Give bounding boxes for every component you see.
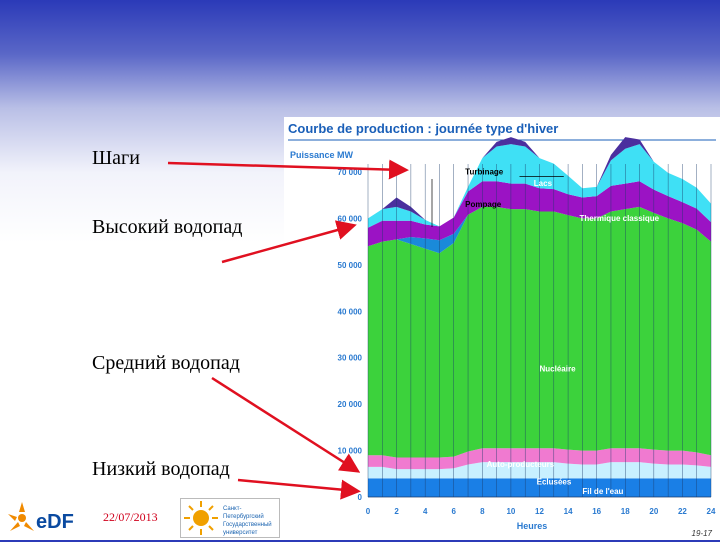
y-tick-label-1: 10 000 (338, 447, 363, 456)
y-tick-label-3: 30 000 (338, 354, 363, 363)
x-tick-label-9: 18 (621, 507, 630, 516)
partner-sun-icon (184, 501, 218, 535)
y-tick-label-7: 70 000 (338, 168, 363, 177)
partner-logo: Санкт-Петербургский Государственный унив… (180, 498, 280, 538)
edf-logo-text: eDF (36, 511, 74, 533)
x-tick-label-2: 4 (423, 507, 428, 516)
label-high-waterfall: Высокий водопад (92, 216, 243, 238)
y-axis-label: Puissance MW (290, 150, 354, 160)
x-tick-label-6: 12 (535, 507, 544, 516)
y-tick-label-4: 40 000 (338, 307, 363, 316)
x-tick-label-8: 16 (592, 507, 601, 516)
y-tick-label-0: 0 (358, 493, 363, 502)
production-chart: Courbe de production : journée type d'hi… (284, 117, 720, 540)
partner-logo-text: Санкт-Петербургский Государственный унив… (223, 506, 272, 536)
x-tick-label-11: 22 (678, 507, 687, 516)
x-tick-labels: 0 2 4 6 8 10 12 14 16 18 20 22 24 (366, 507, 716, 516)
annotation-0: Turbinage (465, 167, 504, 176)
annotation-7: Fil de l'eau (582, 487, 623, 496)
annotation-6: Eclusées (537, 477, 572, 486)
y-tick-label-5: 50 000 (338, 261, 363, 270)
page-number: 19-17 (692, 529, 713, 538)
x-tick-label-5: 10 (506, 507, 515, 516)
slide-date: 22/07/2013 (103, 510, 158, 524)
annotation-4: Nucléaire (540, 365, 577, 374)
label-low-waterfall: Низкий водопад (92, 458, 230, 480)
x-tick-label-3: 6 (452, 507, 457, 516)
x-tick-label-10: 20 (649, 507, 658, 516)
y-tick-label-2: 20 000 (338, 400, 363, 409)
label-medium-waterfall: Средний водопад (92, 352, 240, 374)
annotation-5: Auto-producteurs (487, 460, 555, 469)
x-tick-label-0: 0 (366, 507, 371, 516)
annotations: Turbinage Lacs Pompage Thermique classique N… (465, 167, 659, 495)
x-tick-label-4: 8 (480, 507, 485, 516)
edf-logo: eDF (8, 502, 74, 533)
label-steps: Шаги (92, 147, 140, 169)
annotation-3: Thermique classique (580, 214, 660, 223)
gridlines (367, 164, 712, 498)
edf-sun-icon (8, 502, 34, 531)
annotation-1: Lacs (534, 179, 553, 188)
x-tick-label-7: 14 (564, 507, 573, 516)
x-tick-label-1: 2 (394, 507, 399, 516)
y-tick-label-6: 60 000 (338, 214, 363, 223)
x-axis-label: Heures (517, 521, 548, 531)
x-tick-label-12: 24 (707, 507, 716, 516)
annotation-2: Pompage (465, 200, 502, 209)
chart-title: Courbe de production : journée type d'hi… (288, 121, 558, 136)
